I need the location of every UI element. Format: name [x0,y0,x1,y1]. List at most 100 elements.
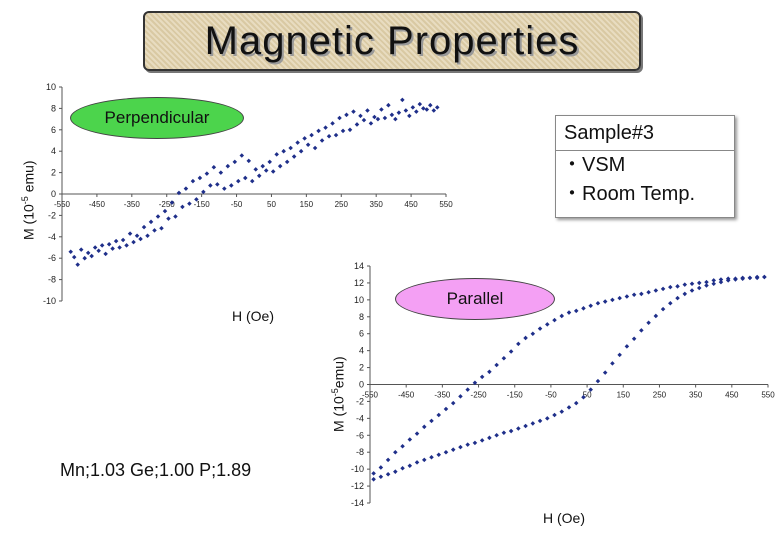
data-point [668,284,673,290]
data-point [559,313,565,319]
data-point [537,326,543,331]
y-tick-label: -4 [48,232,56,242]
data-point [436,412,442,418]
data-point [762,274,767,280]
data-point [501,355,507,361]
data-point [696,285,702,291]
data-point [617,295,622,301]
data-point [389,112,395,118]
data-point [385,471,391,477]
x-tick-label: 550 [761,391,775,400]
data-point [595,378,601,384]
data-point [530,331,536,336]
data-point [747,275,753,281]
data-point [682,291,688,297]
x-tick-label: -150 [507,391,524,400]
x-tick-label: -250 [471,391,488,400]
perpendicular-label: Perpendicular [70,97,244,139]
y-tick-label: 6 [51,125,56,135]
data-point [472,380,478,386]
x-tick-label: 450 [404,200,418,209]
y-tick-label: -14 [351,498,364,508]
data-point [494,362,499,368]
data-point [68,249,73,255]
data-point [333,132,339,138]
data-point [106,242,112,247]
data-point [316,128,321,134]
data-point [516,341,521,347]
data-point [610,297,615,303]
y-tick-label: 8 [51,103,56,113]
data-point [711,278,716,283]
data-point [295,140,300,145]
data-point [660,286,666,292]
y-tick-label: -12 [351,481,364,491]
data-point [581,394,586,400]
composition-text: Mn;1.03 Ge;1.00 P;1.89 [60,460,252,480]
x-tick-label: -50 [231,200,243,209]
data-point [371,471,376,476]
x-tick-label: 150 [617,391,631,400]
data-point [92,245,98,250]
data-point [566,405,572,410]
x-tick-label: -150 [194,200,211,209]
sample-info-box: Sample#3 ・VSM ・Room Temp. [555,115,735,218]
data-point [704,279,709,285]
x-tick-label: -550 [362,391,379,400]
data-point [284,159,290,165]
data-point [361,117,367,123]
data-point [718,277,724,282]
y-tick-label: -2 [356,396,364,406]
data-point [566,310,572,315]
data-point [479,374,485,380]
data-point [267,159,272,165]
data-point [407,463,413,469]
data-point [96,248,101,253]
perpendicular-chart: 10 8 6 4 2 0 -2 -4 -6 -8 -10 -550 -450 -350 -250 -150 -5… [43,82,453,306]
data-point [414,431,420,436]
y-tick-label: 14 [354,261,364,271]
data-point [99,243,105,248]
data-point [689,288,695,293]
data-point [414,460,420,465]
data-point [256,173,262,179]
y-tick-label: 2 [359,363,364,373]
data-point [646,320,651,325]
data-point [516,426,521,431]
data-point [581,306,586,311]
data-point [624,294,630,299]
data-point [530,421,536,426]
data-point [740,276,745,281]
data-point [450,447,456,452]
data-point [682,282,688,287]
y-tick-label: -6 [356,430,364,440]
data-point [385,457,391,463]
data-point [479,438,485,443]
data-point [450,400,456,406]
x-tick-label: -550 [54,200,71,209]
y-tick-label: 4 [359,346,364,356]
data-point [424,107,430,112]
x-tick-label: 50 [583,391,592,400]
parallel-label: Parallel [395,278,555,320]
page-title: Magnetic Properties [204,18,580,63]
data-point [552,317,557,323]
y-tick-label: 10 [354,295,364,305]
data-point [78,247,84,252]
data-point [545,416,550,421]
data-point [487,435,492,441]
data-point [436,452,442,458]
y-tick-label: 12 [354,278,364,288]
data-point [358,113,363,119]
para-y-axis-title: M (10-5emu) [330,356,347,432]
data-point [298,148,304,154]
data-point [465,442,470,447]
data-point [340,128,346,134]
y-tick-label: 0 [51,189,56,199]
data-point [407,437,413,442]
data-point [711,281,716,287]
data-point [429,455,434,460]
y-tick-label: -2 [48,210,56,220]
data-point [378,474,384,480]
data-point [103,251,108,257]
